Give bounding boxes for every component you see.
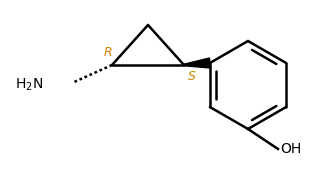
Text: $\mathregular{H_2}$N: $\mathregular{H_2}$N — [15, 77, 43, 93]
Text: S: S — [188, 71, 196, 84]
Polygon shape — [184, 58, 210, 68]
Text: R: R — [104, 47, 112, 60]
Text: OH: OH — [280, 142, 301, 156]
